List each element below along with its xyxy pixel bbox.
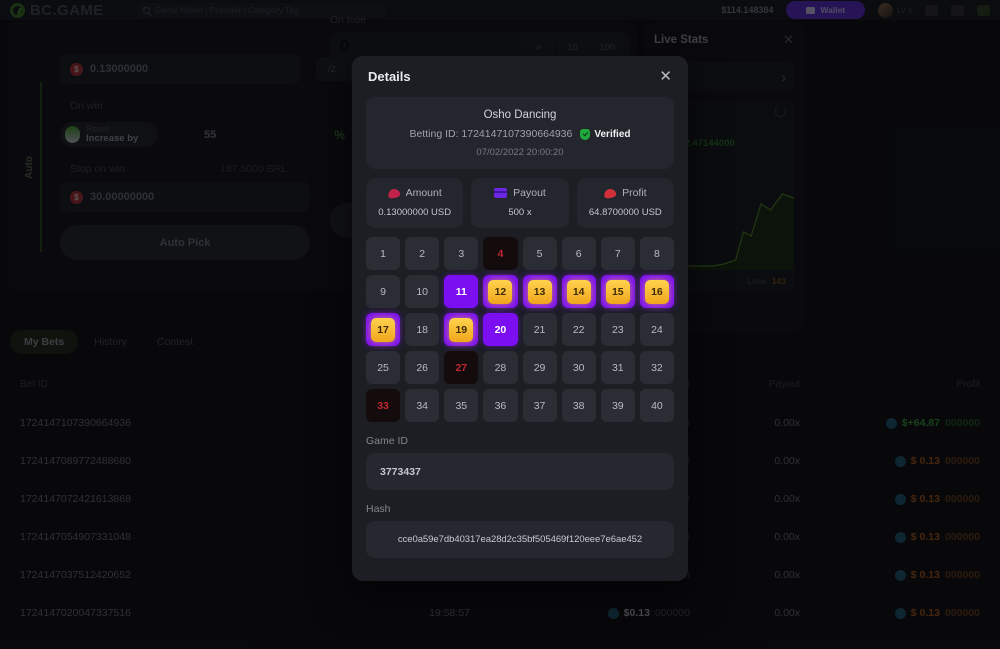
grid-cell-5[interactable]: 5 <box>522 237 557 270</box>
grid-cell-hit-tile: 15 <box>605 279 630 304</box>
stat-profit-value: 64.8700000 USD <box>588 207 662 218</box>
game-name: Osho Dancing <box>483 109 557 121</box>
grid-cell-34[interactable]: 34 <box>405 389 440 422</box>
grid-cell-6[interactable]: 6 <box>561 237 596 270</box>
stat-profit-head: Profit <box>581 187 670 199</box>
modal-header: Details ✕ <box>352 56 688 97</box>
stat-amount-value: 0.13000000 USD <box>378 207 452 218</box>
grid-cell-hit-tile: 17 <box>371 317 396 342</box>
grid-cell-4[interactable]: 4 <box>483 237 518 270</box>
grid-cell-23[interactable]: 23 <box>600 313 635 346</box>
grid-cell-hit-tile: 12 <box>488 279 513 304</box>
grid-cell-25[interactable]: 25 <box>366 351 401 384</box>
grid-cell-hit-tile: 19 <box>449 317 474 342</box>
grid-cell-37[interactable]: 37 <box>522 389 557 422</box>
grid-cell-20[interactable]: 20 <box>483 313 518 346</box>
grid-cell-2[interactable]: 2 <box>405 237 440 270</box>
grid-cell-33[interactable]: 33 <box>366 389 401 422</box>
profit-icon <box>603 187 617 199</box>
game-id-value[interactable]: 3773437 <box>366 453 674 490</box>
hash-value[interactable]: cce0a59e7db40317ea28d2c35bf505469f120eee… <box>366 521 674 558</box>
shield-check-icon <box>580 128 591 140</box>
bet-details-modal: Details ✕ Osho Dancing Betting ID: 17241… <box>352 56 688 581</box>
grid-cell-16[interactable]: 16 <box>639 275 674 308</box>
bet-info-card: Osho Dancing Betting ID: 172414710739066… <box>366 97 674 169</box>
payout-icon <box>494 188 508 198</box>
grid-cell-8[interactable]: 8 <box>639 237 674 270</box>
bet-stats-row: Amount 0.13000000 USD Payout 500 x Profi… <box>366 178 674 228</box>
close-icon[interactable]: ✕ <box>659 68 672 85</box>
grid-cell-7[interactable]: 7 <box>600 237 635 270</box>
stat-amount-label: Amount <box>405 187 442 199</box>
stat-amount: Amount 0.13000000 USD <box>366 178 464 228</box>
bet-id-row: Betting ID: 1724147107390664936 Verified <box>376 128 664 140</box>
grid-cell-22[interactable]: 22 <box>561 313 596 346</box>
grid-cell-10[interactable]: 10 <box>405 275 440 308</box>
grid-cell-31[interactable]: 31 <box>600 351 635 384</box>
grid-cell-9[interactable]: 9 <box>366 275 401 308</box>
grid-cell-27[interactable]: 27 <box>444 351 479 384</box>
grid-cell-39[interactable]: 39 <box>600 389 635 422</box>
grid-cell-11[interactable]: 11 <box>444 275 479 308</box>
grid-cell-24[interactable]: 24 <box>639 313 674 346</box>
grid-cell-29[interactable]: 29 <box>522 351 557 384</box>
amount-icon <box>386 187 401 199</box>
stat-profit: Profit 64.8700000 USD <box>576 178 674 228</box>
stat-payout-label: Payout <box>513 187 546 199</box>
game-id-label: Game ID <box>366 435 409 447</box>
grid-cell-36[interactable]: 36 <box>483 389 518 422</box>
grid-cell-13[interactable]: 13 <box>522 275 557 308</box>
betting-id: Betting ID: 1724147107390664936 <box>409 128 573 140</box>
bet-datetime: 07/02/2022 20:00:20 <box>476 147 564 158</box>
grid-cell-15[interactable]: 15 <box>600 275 635 308</box>
stat-amount-head: Amount <box>370 187 459 199</box>
grid-cell-12[interactable]: 12 <box>483 275 518 308</box>
number-grid: 1 2 3 4 5 6 7 8 9 10 11 12 13 14 15 16 17 18 19 20 21 22 23 24 2… <box>366 237 674 422</box>
grid-cell-19[interactable]: 19 <box>444 313 479 346</box>
grid-cell-18[interactable]: 18 <box>405 313 440 346</box>
grid-cell-17[interactable]: 17 <box>366 313 401 346</box>
verified-badge[interactable]: Verified <box>580 128 631 140</box>
stat-payout-value: 500 x <box>508 207 532 218</box>
grid-cell-38[interactable]: 38 <box>561 389 596 422</box>
grid-cell-14[interactable]: 14 <box>561 275 596 308</box>
stat-profit-label: Profit <box>622 187 647 199</box>
grid-cell-32[interactable]: 32 <box>639 351 674 384</box>
modal-title: Details <box>368 69 411 84</box>
grid-cell-35[interactable]: 35 <box>444 389 479 422</box>
grid-cell-21[interactable]: 21 <box>522 313 557 346</box>
grid-cell-hit-tile: 13 <box>527 279 552 304</box>
grid-cell-hit-tile: 14 <box>566 279 591 304</box>
grid-cell-3[interactable]: 3 <box>444 237 479 270</box>
grid-cell-hit-tile: 16 <box>644 279 669 304</box>
verified-label: Verified <box>594 128 631 140</box>
stat-payout: Payout 500 x <box>471 178 569 228</box>
hash-label: Hash <box>366 503 391 515</box>
grid-cell-30[interactable]: 30 <box>561 351 596 384</box>
grid-cell-1[interactable]: 1 <box>366 237 401 270</box>
grid-cell-28[interactable]: 28 <box>483 351 518 384</box>
modal-body: Osho Dancing Betting ID: 172414710739066… <box>352 97 688 572</box>
grid-cell-40[interactable]: 40 <box>639 389 674 422</box>
grid-cell-26[interactable]: 26 <box>405 351 440 384</box>
stat-payout-head: Payout <box>475 187 564 199</box>
